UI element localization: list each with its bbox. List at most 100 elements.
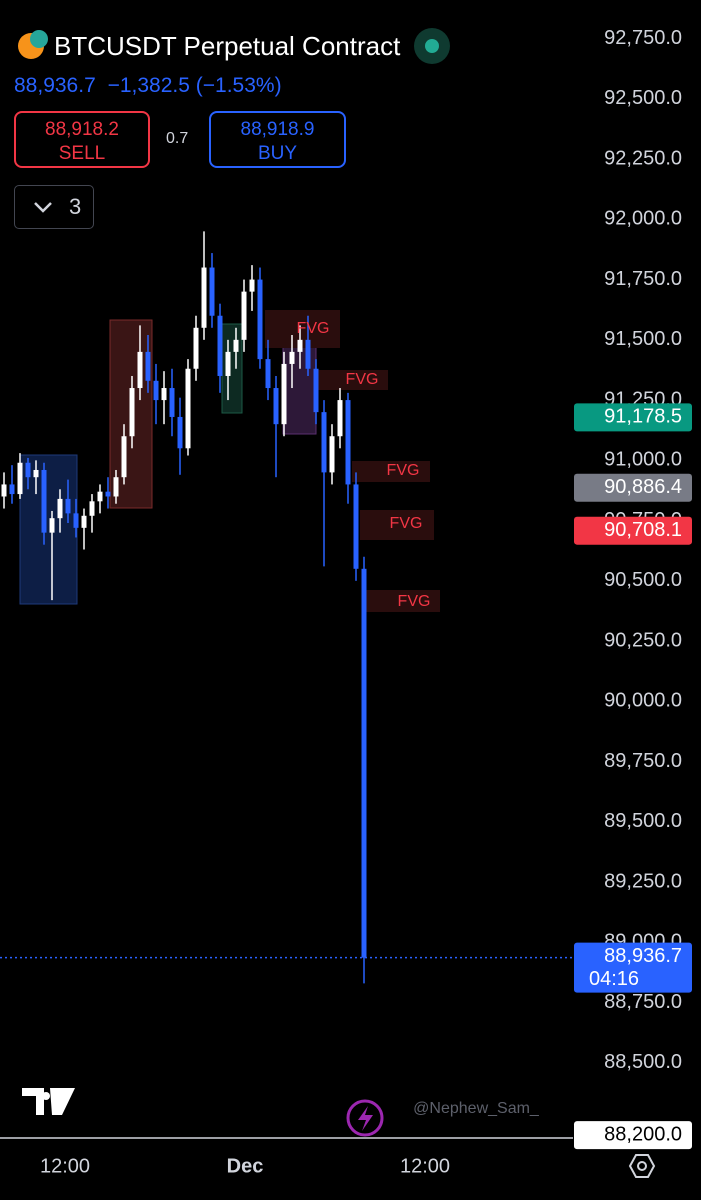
- settings-icon-center: [637, 1161, 647, 1171]
- candle-body: [137, 351, 143, 389]
- fvg-label: FVG: [297, 320, 330, 337]
- indicator-toggle[interactable]: 3: [14, 185, 94, 229]
- candle-body: [273, 388, 279, 425]
- bolt-icon: [358, 1106, 373, 1131]
- fvg-box: [360, 510, 434, 540]
- candle-body: [17, 462, 23, 495]
- price-label: 90,886.4: [604, 476, 682, 498]
- candle-body: [265, 359, 271, 389]
- chevron-icon: [34, 202, 52, 213]
- tv-logo-dot: [42, 1092, 50, 1100]
- change: −1,382.5: [107, 74, 190, 97]
- price-label: 88,200.0: [604, 1123, 682, 1145]
- candle-body: [257, 279, 263, 360]
- symbol-icon: [18, 30, 48, 59]
- candle-body: [281, 363, 287, 425]
- buy-label: BUY: [257, 143, 298, 164]
- candle-body: [169, 388, 175, 417]
- candles: [1, 231, 367, 984]
- candle-body: [353, 484, 359, 569]
- candle-body: [113, 477, 119, 497]
- candle-body: [9, 484, 15, 495]
- candle-body: [233, 339, 239, 352]
- sell-button[interactable]: 88,918.2 SELL: [14, 111, 150, 168]
- candle-body: [361, 568, 367, 958]
- candle-body: [337, 400, 343, 437]
- price-label: 91,178.5: [604, 406, 682, 428]
- change-pct: (−1.53%): [195, 74, 282, 97]
- y-tick-label: 92,500.0: [604, 87, 682, 109]
- y-tick-label: 90,250.0: [604, 629, 682, 651]
- fvg-box: [316, 370, 388, 390]
- price-axis: 92,750.0 92,500.0 92,250.0 92,000.0 91,750.0…: [0, 27, 692, 1150]
- candle-body: [73, 513, 79, 528]
- candle-body: [297, 339, 303, 352]
- fvg-label: FVG: [346, 371, 379, 388]
- price-label-box: [574, 473, 692, 502]
- candle-body: [41, 469, 47, 533]
- y-tick-label: 89,750.0: [604, 750, 682, 772]
- x-tick-label: Dec: [227, 1155, 264, 1177]
- buy-button[interactable]: 88,918.9 BUY: [209, 111, 346, 168]
- candle-body: [57, 498, 63, 519]
- candle-body: [217, 315, 223, 376]
- candle-body: [49, 518, 55, 533]
- x-tick-label: 12:00: [40, 1155, 90, 1177]
- price-label-box: [574, 942, 692, 993]
- y-tick-label: 91,000.0: [604, 449, 682, 471]
- symbol-title: BTCUSDT Perpetual Contract: [54, 30, 401, 61]
- candle-body: [89, 501, 95, 516]
- settings-icon[interactable]: [628, 1154, 656, 1178]
- watermark: @Nephew_Sam_: [413, 1100, 540, 1117]
- candle-body: [329, 436, 335, 473]
- candle-body: [345, 400, 351, 485]
- candle-body: [153, 380, 159, 401]
- candle-body: [121, 436, 127, 478]
- buy-price: 88,918.9: [240, 119, 315, 140]
- replay-icon[interactable]: [346, 1099, 384, 1137]
- fvg-label: FVG: [398, 593, 431, 610]
- candle-body: [33, 469, 39, 478]
- candle-body: [193, 327, 199, 369]
- candle-body: [161, 388, 167, 401]
- symbol-row: BTCUSDT Perpetual Contract: [14, 28, 451, 64]
- candle-body: [145, 351, 151, 381]
- zone-box: [221, 323, 243, 414]
- y-tick-label: 92,750.0: [604, 27, 682, 49]
- candle-body: [241, 291, 247, 340]
- candle-body: [209, 267, 215, 316]
- price-label-box: [574, 516, 692, 545]
- fvg-box: [352, 461, 430, 482]
- y-tick-label: 91,500.0: [604, 328, 682, 350]
- price-label-box: [574, 403, 692, 432]
- candle-body: [201, 267, 207, 328]
- spread: 0.7: [166, 130, 189, 147]
- zones: [19, 310, 440, 612]
- price-label-box: [574, 1121, 692, 1150]
- candle-body: [1, 484, 7, 497]
- fvg-box: [364, 590, 440, 612]
- tv-logo: [22, 1088, 75, 1115]
- sell-label: SELL: [58, 143, 106, 164]
- fvg-label: FVG: [387, 462, 420, 479]
- candle-body: [25, 462, 31, 478]
- candle-body: [225, 351, 231, 376]
- price-label: 88,936.7: [604, 945, 682, 967]
- price-label: 90,708.1: [604, 519, 682, 541]
- y-tick-label: 91,750.0: [604, 268, 682, 290]
- candle-body: [177, 416, 183, 449]
- candle-body: [289, 351, 295, 364]
- candle-body: [305, 339, 311, 369]
- y-tick-label: 90,500.0: [604, 569, 682, 591]
- market-status[interactable]: [414, 28, 451, 64]
- sell-price: 88,918.2: [45, 119, 119, 140]
- candle-body: [313, 368, 319, 413]
- candle-body: [97, 491, 103, 502]
- candle-body: [65, 498, 71, 514]
- x-tick-label: 12:00: [400, 1155, 450, 1177]
- y-tick-label: 89,500.0: [604, 810, 682, 832]
- candle-body: [249, 279, 255, 292]
- y-tick-label: 88,750.0: [604, 991, 682, 1013]
